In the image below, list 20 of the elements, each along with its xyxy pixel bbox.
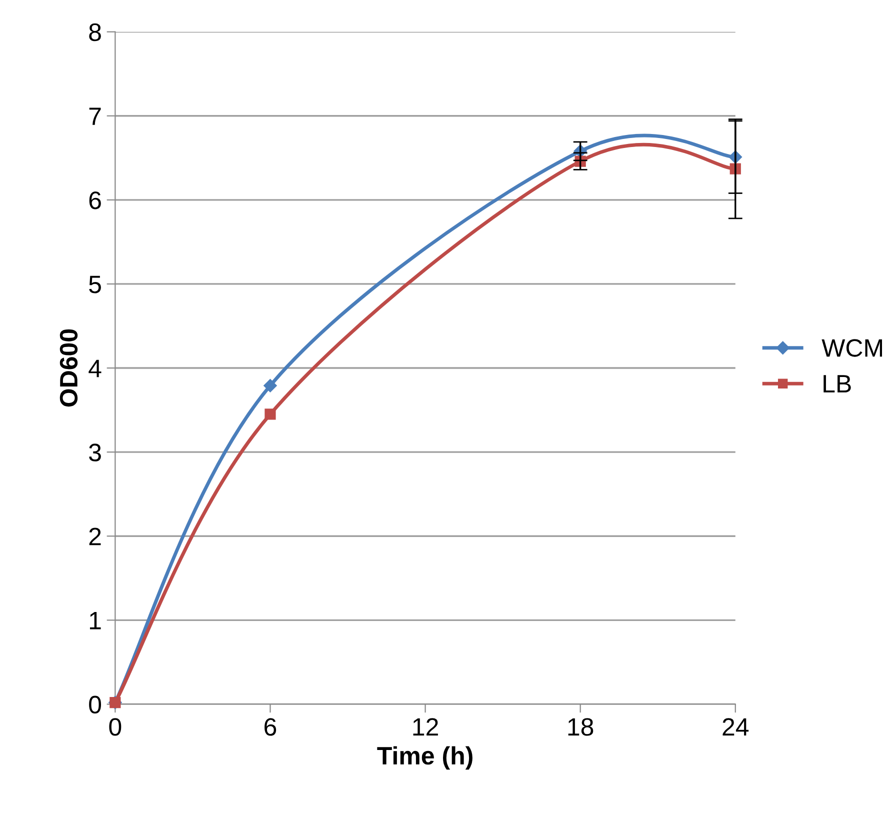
- x-tick-label: 0: [109, 718, 122, 736]
- y-tick-label: 6: [89, 192, 101, 210]
- x-tick-label: 18: [568, 718, 594, 736]
- y-tick-label: 0: [89, 696, 102, 714]
- y-tick-label: 7: [89, 108, 101, 125]
- point: [264, 408, 276, 420]
- y-tick-label: 5: [89, 276, 101, 294]
- x-tick-label: 24: [722, 718, 749, 736]
- x-tick-label: 12: [413, 718, 438, 736]
- y-tick-label: 1: [90, 612, 101, 630]
- y-tick-label: 4: [88, 360, 102, 378]
- y-tick-label: 8: [89, 23, 101, 42]
- y-tick-label: 3: [89, 444, 101, 462]
- legend-label: LB: [824, 375, 851, 392]
- y-axis-title: OD600: [60, 329, 78, 407]
- x-axis-title: Time (h): [377, 746, 472, 770]
- point: [264, 379, 277, 392]
- legend-label: WCM: [822, 339, 882, 357]
- y-tick-label: 2: [89, 528, 101, 546]
- x-tick-label: 6: [264, 718, 276, 736]
